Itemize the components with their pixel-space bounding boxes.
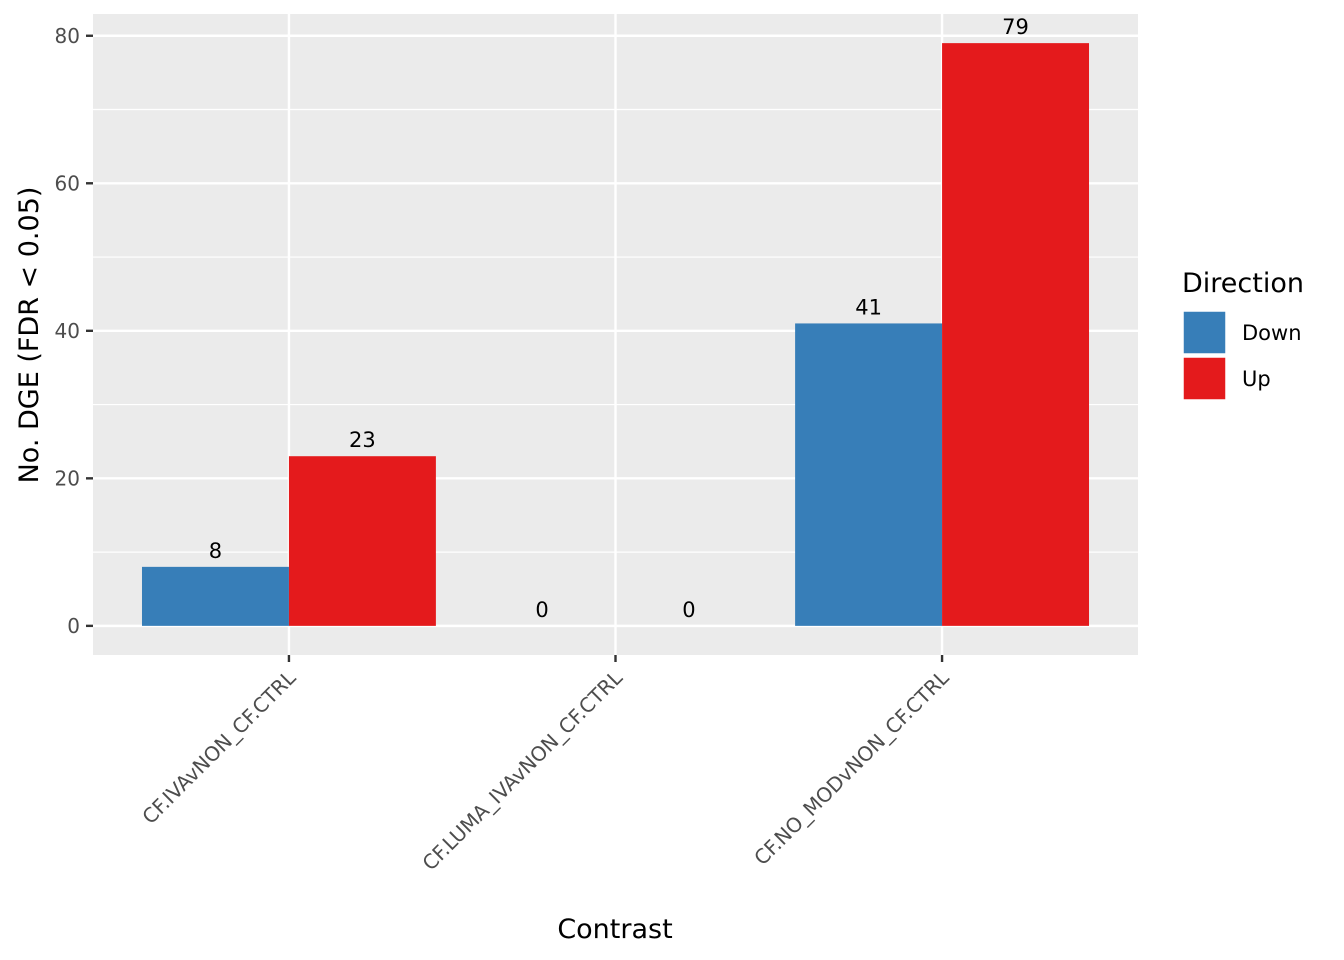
y-tick-label: 0 xyxy=(67,614,80,638)
bar-down-1 xyxy=(141,566,289,626)
y-tick-label: 80 xyxy=(55,24,80,48)
legend: Direction Down Up xyxy=(1182,268,1304,401)
x-tick-label: CF.LUMA_IVAvNON_CF.CTRL xyxy=(417,665,627,875)
data-label-up-1: 23 xyxy=(349,428,376,452)
y-tick-label: 60 xyxy=(55,171,80,195)
y-axis: 0 20 40 60 80 xyxy=(55,24,93,638)
x-tick-label: CF.IVAvNON_CF.CTRL xyxy=(137,665,301,829)
legend-label-down: Down xyxy=(1242,321,1302,345)
x-axis-title: Contrast xyxy=(557,914,672,945)
data-label-down-1: 8 xyxy=(209,539,222,563)
legend-key-down xyxy=(1182,310,1227,355)
data-label-down-2: 0 xyxy=(535,598,548,622)
data-label-down-3: 41 xyxy=(855,295,882,319)
bars xyxy=(141,43,1090,626)
legend-title: Direction xyxy=(1182,268,1304,299)
x-tick-label: CF.NO_MODvNON_CF.CTRL xyxy=(749,665,954,870)
legend-label-up: Up xyxy=(1242,367,1271,391)
bar-up-1 xyxy=(288,456,436,626)
y-axis-title: No. DGE (FDR < 0.05) xyxy=(14,187,45,484)
bar-up-3 xyxy=(942,43,1090,626)
data-label-up-2: 0 xyxy=(682,598,695,622)
data-label-up-3: 79 xyxy=(1002,15,1029,39)
y-tick-label: 40 xyxy=(55,319,80,343)
legend-key-up xyxy=(1182,356,1227,401)
bar-down-3 xyxy=(795,323,943,626)
legend-entries: Down Up xyxy=(1182,310,1302,401)
x-axis: CF.IVAvNON_CF.CTRL CF.LUMA_IVAvNON_CF.CTR… xyxy=(137,655,954,875)
y-tick-label: 20 xyxy=(55,466,80,490)
data-labels: 8 23 0 0 41 79 xyxy=(209,15,1029,622)
